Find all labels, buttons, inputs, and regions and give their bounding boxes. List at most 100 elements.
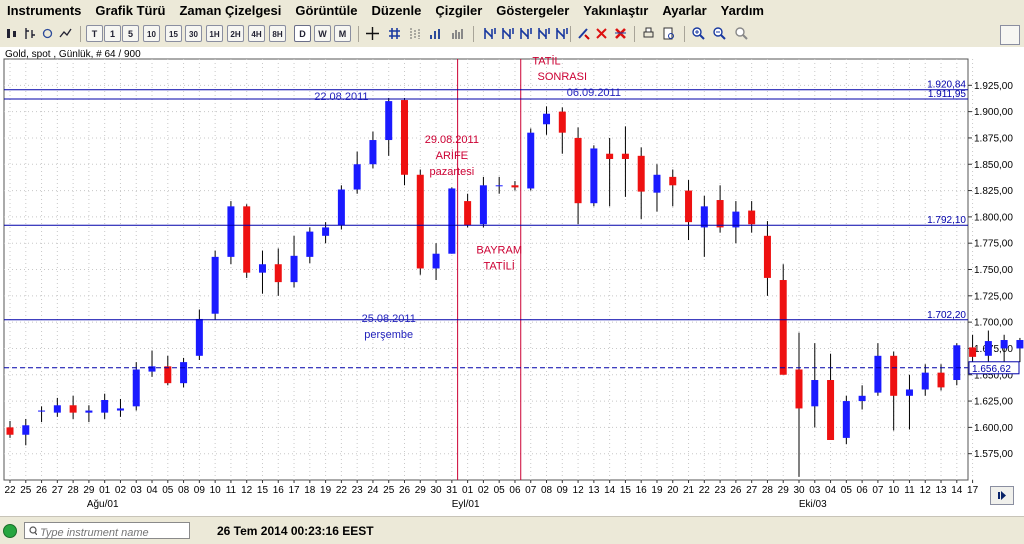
candle-body[interactable] [479,185,487,225]
menu-item-5[interactable]: Çizgiler [435,3,483,18]
candle-body[interactable] [543,113,551,125]
candle-body[interactable] [353,164,361,190]
timeframe-d[interactable]: D [294,25,311,42]
candle-body[interactable] [874,355,882,393]
scroll-end-button[interactable] [990,486,1014,505]
edit-line-icon[interactable] [575,25,592,42]
timeframe-8h[interactable]: 8H [269,25,286,42]
candle-body[interactable] [464,201,472,226]
delete-icon[interactable] [593,25,610,42]
zoom-fit-icon[interactable] [733,25,750,42]
timeframe-w[interactable]: W [314,25,331,42]
candle-body[interactable] [590,148,598,204]
print-preview-icon[interactable] [660,25,677,42]
crosshair-icon[interactable] [364,25,381,42]
candle-body[interactable] [211,256,219,314]
candle-chart-icon[interactable] [3,25,20,42]
ray-icon[interactable] [499,25,516,42]
volume-icon[interactable] [427,25,444,42]
candle-body[interactable] [22,425,30,435]
menu-item-2[interactable]: Zaman Çizelgesi [179,3,282,18]
timeframe-m[interactable]: M [334,25,351,42]
candle-body[interactable] [969,347,977,357]
candlestick-chart[interactable]: Gold, spot , Günlük, # 64 / 900 1.575,00… [0,47,1024,516]
candle-body[interactable] [653,174,661,193]
candle-body[interactable] [401,100,408,175]
candle-body[interactable] [322,227,330,236]
candle-body[interactable] [53,405,61,413]
candle-body[interactable] [905,389,913,396]
zoom-in-icon[interactable] [690,25,707,42]
timeframe-1[interactable]: 1 [104,25,121,42]
candle-body[interactable] [921,372,929,390]
candle-body[interactable] [243,206,251,273]
candle-body[interactable] [385,101,393,141]
candle-body[interactable] [937,372,945,388]
candle-body[interactable] [306,231,314,257]
candle-body[interactable] [685,190,693,223]
candle-body[interactable] [195,318,203,356]
candle-body[interactable] [732,211,740,228]
candle-body[interactable] [527,132,535,189]
channel-icon[interactable] [517,25,534,42]
candle-body[interactable] [795,369,803,409]
zoom-out-icon[interactable] [711,25,728,42]
candle-body[interactable] [811,380,819,407]
candle-body[interactable] [558,111,566,133]
candle-body[interactable] [984,341,992,356]
candle-body[interactable] [101,400,109,413]
trendline-icon[interactable] [481,25,498,42]
menu-item-3[interactable]: Görüntüle [295,3,358,18]
candle-body[interactable] [180,362,188,384]
menu-item-8[interactable]: Ayarlar [662,3,707,18]
candle-body[interactable] [953,345,961,381]
histogram-icon[interactable] [449,25,466,42]
pitchfork-icon[interactable] [553,25,570,42]
candle-body[interactable] [132,369,140,407]
candle-body[interactable] [700,206,708,228]
timeframe-2h[interactable]: 2H [227,25,244,42]
candle-body[interactable] [858,395,866,402]
candle-body[interactable] [574,137,582,204]
candle-body[interactable] [432,253,440,269]
chart-area[interactable]: Gold, spot , Günlük, # 64 / 900 1.575,00… [0,25,1024,516]
candle-body[interactable] [890,355,898,396]
candle-body[interactable] [842,401,850,438]
candle-body[interactable] [827,380,835,441]
candle-body[interactable] [606,153,614,159]
candle-body[interactable] [763,235,771,278]
timeframe-5[interactable]: 5 [122,25,139,42]
candle-body[interactable] [1016,340,1024,349]
candle-body[interactable] [416,174,424,269]
candle-body[interactable] [69,405,77,413]
grid-icon[interactable] [386,25,403,42]
instrument-search-input[interactable] [39,526,191,540]
candle-body[interactable] [448,188,456,254]
pin-icon[interactable] [1000,25,1020,45]
candle-body[interactable] [748,210,756,225]
candle-body[interactable] [1000,340,1008,349]
bar-chart-icon[interactable] [21,25,38,42]
sync-icon[interactable] [39,25,56,42]
delete-all-icon[interactable] [612,25,629,42]
candle-body[interactable] [495,185,503,187]
period-separator-icon[interactable] [407,25,424,42]
candle-body[interactable] [38,410,46,412]
candle-body[interactable] [258,264,266,273]
timeframe-30[interactable]: 30 [185,25,202,42]
candle-body[interactable] [148,366,156,372]
fibonacci-icon[interactable] [535,25,552,42]
candle-body[interactable] [669,176,677,186]
menu-item-6[interactable]: Göstergeler [496,3,570,18]
menu-item-4[interactable]: Düzenle [371,3,422,18]
timeframe-4h[interactable]: 4H [248,25,265,42]
line-chart-icon[interactable] [57,25,74,42]
instrument-search-box[interactable] [24,522,191,540]
candle-body[interactable] [290,255,298,283]
candle-body[interactable] [116,408,124,411]
timeframe-1h[interactable]: 1H [206,25,223,42]
timeframe-10[interactable]: 10 [143,25,160,42]
candle-body[interactable] [637,155,645,192]
menu-item-9[interactable]: Yardım [720,3,764,18]
timeframe-t[interactable]: T [86,25,103,42]
